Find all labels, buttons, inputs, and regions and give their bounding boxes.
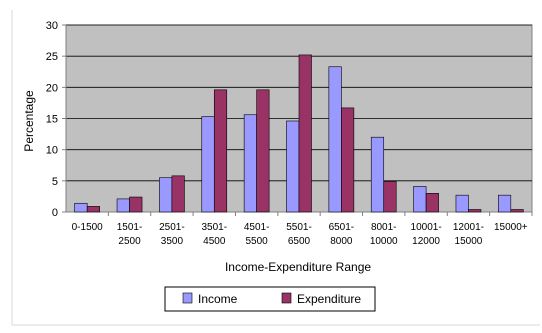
x-tick-label-line: 2501-: [159, 222, 185, 233]
x-tick-label-line: 0-1500: [72, 222, 104, 233]
x-tick-label-line: 1501-: [117, 222, 143, 233]
bar-income-9: [455, 194, 469, 213]
plot-area: 0 5 10 15 20 25 30 0-1500 1501- 2500 2501- 3500 3501…: [46, 20, 533, 247]
x-tick-label: 6501- 8000: [329, 222, 355, 247]
bar-expenditure-3: [213, 89, 228, 213]
x-tick-label: 0-1500: [72, 222, 104, 233]
x-tick-label-line: 10001-: [411, 222, 442, 233]
x-tick-label-line: 5501-: [286, 222, 312, 233]
x-tick-label-line: 4500: [203, 236, 226, 247]
bar-income-1: [116, 198, 130, 213]
bar-expenditure-4: [256, 89, 270, 213]
x-tick-label-line: 12001-: [453, 222, 484, 233]
legend-label-expenditure: Expenditure: [297, 292, 361, 306]
x-tick-label-line: 3500: [161, 236, 184, 247]
y-tick-label: 25: [46, 51, 58, 63]
y-tick-label: 0: [52, 207, 58, 219]
bar-income-8: [413, 186, 427, 213]
bar-income-6: [328, 66, 342, 213]
x-tick-label-line: 12000: [412, 236, 440, 247]
bar-expenditure-1: [129, 196, 143, 213]
legend-swatch-income: [182, 292, 193, 304]
y-tick-label: 20: [46, 82, 58, 94]
x-tick-label-line: 3501-: [201, 222, 227, 233]
bar-expenditure-9: [468, 209, 482, 213]
x-tick-label-line: 8001-: [371, 222, 397, 233]
bar-expenditure-7: [383, 181, 397, 213]
x-tick-label-line: 15000: [455, 236, 483, 247]
bar-expenditure-8: [425, 193, 439, 213]
x-tick-label: 12001- 15000: [453, 222, 484, 247]
x-tick-label-line: 10000: [370, 236, 398, 247]
legend-swatch-expenditure: [281, 292, 292, 304]
bar-income-5: [286, 120, 300, 213]
x-axis-label: Income-Expenditure Range: [225, 260, 371, 274]
y-tick-label: 15: [46, 114, 58, 126]
x-tick-label: 3501- 4500: [201, 222, 227, 247]
x-tick-label: 1501- 2500: [117, 222, 143, 247]
bar-expenditure-10: [510, 209, 524, 213]
legend-label-income: Income: [198, 292, 238, 306]
bar-income-4: [243, 114, 257, 213]
bar-expenditure-6: [341, 107, 355, 213]
x-tick-label: 10001- 12000: [411, 222, 442, 247]
bar-expenditure-2: [171, 175, 185, 213]
x-tick-label-line: 8000: [330, 236, 353, 247]
x-tick-label-line: 6500: [288, 236, 311, 247]
x-tick-label-line: 5500: [246, 236, 269, 247]
bar-income-7: [370, 136, 385, 213]
y-tick-label: 5: [52, 176, 58, 188]
legend: Income Expenditure: [164, 286, 376, 312]
bar-expenditure-0: [86, 206, 100, 213]
bar-income-10: [498, 194, 512, 213]
x-tick-label-line: 6501-: [329, 222, 355, 233]
x-tick-label: 5501- 6500: [286, 222, 312, 247]
y-tick-label: 30: [46, 20, 58, 32]
bar-income-2: [159, 177, 173, 213]
x-tick-label-line: 2500: [118, 236, 141, 247]
x-tick-label: 2501- 3500: [159, 222, 185, 247]
x-tick-label: 15000+: [494, 222, 528, 233]
legend-box: [164, 286, 376, 312]
y-axis-label: Percentage: [22, 90, 36, 152]
bar-expenditure-5: [298, 54, 312, 213]
x-tick-label-line: 4501-: [244, 222, 270, 233]
x-tick-label: 4501- 5500: [244, 222, 270, 247]
x-tick-label-line: 15000+: [494, 222, 528, 233]
y-tick-label: 10: [46, 145, 58, 157]
bar-income-3: [201, 116, 215, 213]
x-tick-label: 8001- 10000: [370, 222, 398, 247]
bar-income-0: [74, 202, 88, 213]
